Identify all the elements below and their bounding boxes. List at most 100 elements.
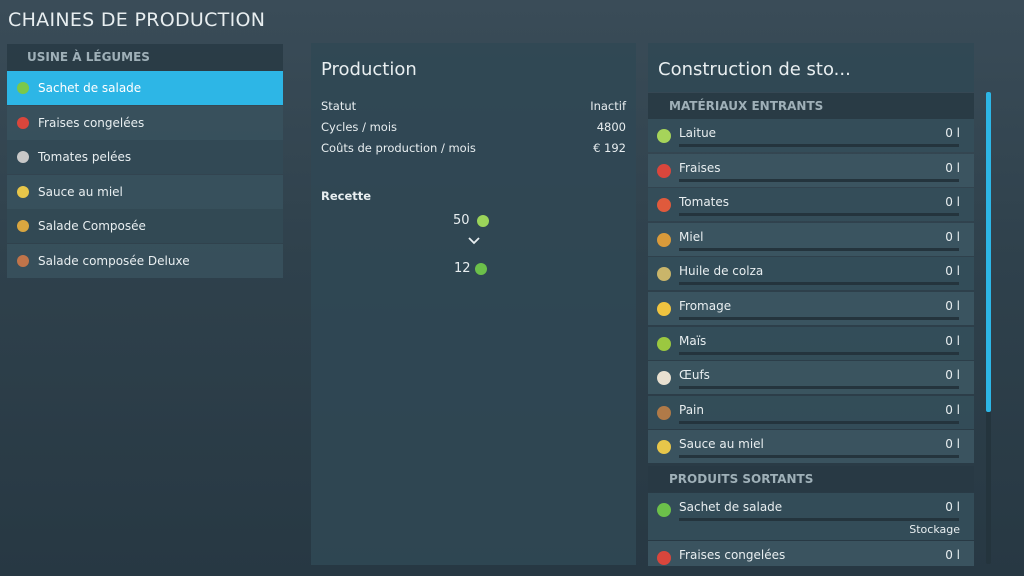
production-panel: Production Recette 50 12 Statut Inactif Cy… xyxy=(311,43,636,565)
sidebar-heading: USINE À LÉGUMES xyxy=(7,44,283,71)
row-icon xyxy=(657,405,671,420)
storage-row: Pain 0 l xyxy=(648,395,974,429)
fill-bar xyxy=(679,247,959,251)
row-icon xyxy=(657,267,671,282)
salad-icon xyxy=(475,263,487,275)
item-icon xyxy=(17,116,29,129)
row-name: Œufs xyxy=(679,368,710,383)
storage-row: Huile de colza 0 l xyxy=(648,257,974,291)
stat-label: Cycles / mois xyxy=(321,120,398,134)
item-label: Fraises congelées xyxy=(38,115,145,130)
row-name: Tomates xyxy=(679,195,730,210)
row-name: Miel xyxy=(679,229,704,244)
stat-value: 4800 xyxy=(596,120,626,134)
item-label: Salade composée Deluxe xyxy=(38,254,190,268)
fill-bar xyxy=(679,455,959,459)
sidebar-item[interactable]: Sachet de salade xyxy=(7,71,283,105)
row-amount: 0 l xyxy=(945,160,960,175)
item-icon xyxy=(17,151,29,164)
fill-bar xyxy=(679,420,959,424)
row-amount: 0 l xyxy=(945,368,960,383)
storage-row: Sauce au miel 0 l xyxy=(648,430,974,464)
row-name: Laitue xyxy=(679,126,717,140)
storage-row: Maïs 0 l xyxy=(648,326,974,360)
item-label: Tomates pelées xyxy=(38,150,132,165)
sidebar-item[interactable]: Sauce au miel xyxy=(7,174,283,209)
sidebar-item[interactable]: Fraises congelées xyxy=(7,105,283,140)
sidebar-item[interactable]: Salade Composée xyxy=(7,209,283,244)
item-icon xyxy=(17,220,29,233)
row-name: Fraises xyxy=(679,160,721,175)
fill-bar xyxy=(679,282,959,286)
fill-bar xyxy=(679,386,959,390)
fill-bar xyxy=(679,351,959,355)
row-icon xyxy=(657,129,671,143)
section-heading: PRODUITS SORTANTS xyxy=(648,466,974,492)
fill-bar xyxy=(679,518,959,521)
recipe-output: 12 xyxy=(454,261,471,276)
storage-row: Fraises congelées 0 l xyxy=(648,541,974,566)
storage-row: Œufs 0 l xyxy=(648,361,974,395)
stat-label: Statut xyxy=(321,99,357,113)
row-amount: 0 l xyxy=(945,333,960,348)
storage-row: Fromage 0 l xyxy=(648,292,974,325)
row-amount: 0 l xyxy=(945,264,960,279)
row-icon xyxy=(657,302,671,316)
row-amount: 0 l xyxy=(945,195,960,210)
row-name: Fraises congelées xyxy=(679,548,786,562)
scroll-thumb[interactable] xyxy=(986,92,991,412)
sidebar-item[interactable]: Tomates pelées xyxy=(7,140,283,175)
panel-title: Construction de sto... xyxy=(658,59,851,80)
stat-label: Coûts de production / mois xyxy=(321,141,476,155)
storage-row: Fraises 0 l xyxy=(648,153,974,187)
row-name: Sauce au miel xyxy=(679,437,764,452)
fill-bar xyxy=(679,317,959,320)
storage-row: Sachet de salade 0 l Stockage xyxy=(648,493,974,540)
item-icon xyxy=(17,255,29,267)
row-icon xyxy=(657,163,671,178)
row-amount: 0 l xyxy=(945,500,960,514)
arrow-down xyxy=(468,237,480,245)
row-icon xyxy=(657,440,671,455)
row-icon xyxy=(657,371,671,386)
row-amount: 0 l xyxy=(945,126,960,140)
row-name: Huile de colza xyxy=(679,264,764,279)
row-name: Maïs xyxy=(679,333,707,348)
row-icon xyxy=(657,232,671,247)
recipe-input: 50 xyxy=(453,213,470,228)
row-icon xyxy=(657,198,671,213)
row-amount: 0 l xyxy=(945,548,960,562)
row-amount: 0 l xyxy=(945,402,960,417)
stat-value: Inactif xyxy=(590,99,626,113)
sidebar-item[interactable]: Salade composée Deluxe xyxy=(7,244,283,278)
item-icon xyxy=(17,82,29,94)
storage-mode: Stockage xyxy=(909,523,960,536)
item-label: Sauce au miel xyxy=(38,184,123,199)
storage-header: Construction de sto... xyxy=(648,43,974,92)
recipe-title: Recette xyxy=(321,189,372,203)
stat-value: € 192 xyxy=(593,141,626,155)
item-icon xyxy=(17,185,29,198)
row-amount: 0 l xyxy=(945,229,960,244)
row-name: Fromage xyxy=(679,299,732,313)
storage-row: Miel 0 l xyxy=(648,222,974,256)
fill-bar xyxy=(679,213,959,217)
row-amount: 0 l xyxy=(945,299,960,313)
row-name: Pain xyxy=(679,402,704,417)
lettuce-icon xyxy=(477,215,489,227)
storage-row: Tomates 0 l xyxy=(648,188,974,222)
panel-title: Production xyxy=(321,59,417,80)
item-label: Sachet de salade xyxy=(38,81,142,95)
section-heading: MATÉRIAUX ENTRANTS xyxy=(648,93,974,119)
row-icon xyxy=(657,551,671,565)
page-title: CHAINES DE PRODUCTION xyxy=(8,9,266,31)
scrollbar[interactable] xyxy=(986,92,991,564)
fill-bar xyxy=(679,144,959,147)
row-amount: 0 l xyxy=(945,437,960,452)
row-name: Sachet de salade xyxy=(679,500,783,514)
fill-bar xyxy=(679,178,959,182)
storage-row: Laitue 0 l xyxy=(648,119,974,152)
row-icon xyxy=(657,503,671,517)
